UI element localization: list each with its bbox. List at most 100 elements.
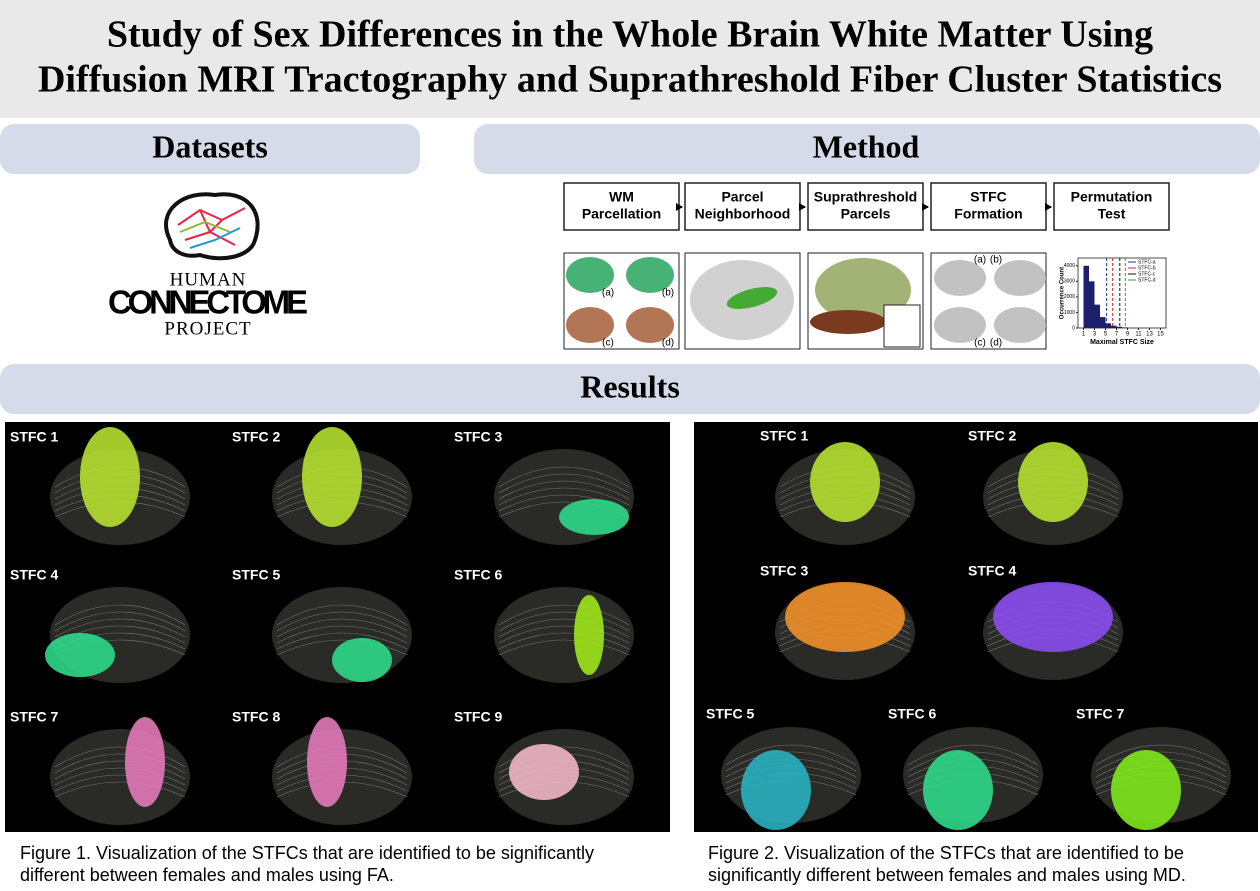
- step-label: Formation: [954, 206, 1022, 222]
- fiber: [276, 618, 408, 638]
- panel-label: (c): [974, 338, 986, 349]
- step-label: Permutation: [1071, 189, 1153, 205]
- figure-label: STFC 1: [10, 429, 58, 445]
- section-title: Method: [813, 128, 920, 164]
- step-label: Parcellation: [582, 206, 661, 222]
- hist-bar: [1111, 325, 1117, 328]
- tick-label: 11: [1135, 332, 1142, 338]
- tick-label: 1: [1082, 332, 1086, 338]
- figure-label: STFC 4: [10, 567, 58, 583]
- tick-label: 0: [1072, 325, 1075, 331]
- fiber: [276, 611, 408, 632]
- figure-label: STFC 1: [760, 428, 808, 444]
- hist-bar: [1122, 327, 1128, 328]
- panel-label: (d): [990, 338, 1002, 349]
- inset: [883, 304, 921, 348]
- step-box: [563, 182, 680, 231]
- step-label: WM: [609, 189, 634, 205]
- fiber: [54, 753, 186, 774]
- fiber: [54, 618, 186, 638]
- fiber: [54, 746, 186, 768]
- logo-text: CONNECTOME: [108, 284, 308, 321]
- cluster: [810, 442, 880, 522]
- step-label: Parcel: [721, 189, 763, 205]
- tract: [726, 287, 778, 309]
- figure-label: STFC 5: [706, 706, 754, 722]
- figure-label: STFC 8: [232, 709, 280, 725]
- brain: [566, 307, 614, 343]
- tick-label: 4000: [1064, 263, 1075, 269]
- tick-label: 7: [1115, 332, 1119, 338]
- cluster: [993, 582, 1113, 652]
- cluster: [1111, 750, 1181, 830]
- cluster: [923, 750, 993, 830]
- cluster: [559, 499, 629, 535]
- brain: [50, 729, 190, 825]
- section-title: Datasets: [152, 128, 268, 164]
- tick-label: 3000: [1064, 279, 1075, 285]
- title-band: [0, 0, 1260, 118]
- fiber: [498, 466, 630, 488]
- brain: [934, 260, 986, 296]
- brain: [626, 307, 674, 343]
- hcp-brain-icon: [164, 192, 260, 261]
- caption: significantly different between females …: [708, 865, 1186, 885]
- caption: Figure 2. Visualization of the STFCs tha…: [708, 843, 1184, 863]
- fiber: [907, 751, 1039, 772]
- section-title: Results: [580, 368, 680, 404]
- legend-label: STFC-d: [1138, 277, 1156, 283]
- cluster: [509, 744, 579, 800]
- fiber: [498, 604, 630, 626]
- legend-label: STFC-c: [1138, 271, 1156, 277]
- figure-label: STFC 6: [888, 706, 936, 722]
- brain: [566, 257, 614, 293]
- section-band: [0, 364, 1260, 414]
- step-label: Suprathreshold: [814, 189, 917, 205]
- panel-label: (a): [602, 288, 614, 299]
- panel-label: (b): [990, 255, 1002, 266]
- tick-label: 15: [1157, 332, 1164, 338]
- cluster: [741, 750, 811, 830]
- brain: [994, 307, 1046, 343]
- step-label: Test: [1098, 206, 1126, 222]
- arrowhead: [1045, 203, 1052, 211]
- hist-bar: [1083, 265, 1089, 328]
- brain: [626, 257, 674, 293]
- panel-label: (d): [662, 338, 674, 349]
- fiber: [498, 480, 630, 500]
- axis-label: Occurrence Count: [1060, 267, 1066, 319]
- step-label: Neighborhood: [695, 206, 791, 222]
- fiber: [276, 639, 408, 656]
- arrowhead: [676, 203, 683, 211]
- fiber: [276, 604, 408, 626]
- fiber: [498, 473, 630, 494]
- fiber: [907, 744, 1039, 766]
- figure-label: STFC 4: [968, 563, 1016, 579]
- cluster: [307, 717, 347, 807]
- figure-label: STFC 7: [10, 709, 58, 725]
- step-box: [807, 182, 924, 231]
- fiber: [276, 632, 408, 650]
- brain: [494, 587, 634, 683]
- fiber: [54, 760, 186, 780]
- cluster: [574, 595, 604, 675]
- tick-label: 9: [1126, 332, 1130, 338]
- tick-label: 2000: [1064, 294, 1075, 300]
- cluster: [302, 427, 362, 527]
- step-label: Parcels: [841, 206, 891, 222]
- cluster: [785, 582, 905, 652]
- fiber: [1095, 751, 1227, 772]
- logo-text: HUMAN: [170, 269, 247, 290]
- fiber: [54, 774, 186, 792]
- panel-label: (b): [662, 288, 674, 299]
- fiber: [1095, 744, 1227, 766]
- step-box: [684, 182, 801, 231]
- brain: [934, 307, 986, 343]
- hist-bar: [1100, 317, 1106, 328]
- figure-label: STFC 6: [454, 567, 502, 583]
- figure-label: STFC 7: [1076, 706, 1124, 722]
- fiber: [498, 632, 630, 650]
- axis-label: Maximal STFC Size: [1090, 339, 1154, 346]
